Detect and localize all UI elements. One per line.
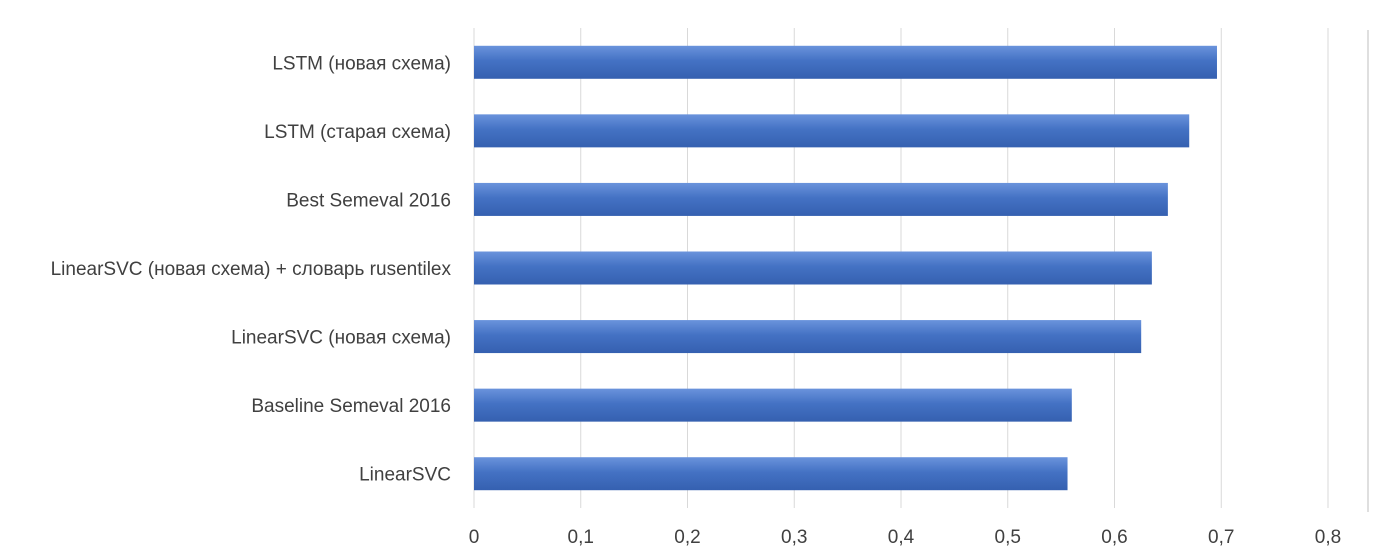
category-label: LinearSVC (новая схема) + словарь rusent…	[51, 259, 452, 280]
bar	[474, 388, 1072, 422]
x-tick-label: 0,5	[995, 527, 1021, 548]
x-tick-layer: 0 0,1 0,2 0,3 0,4 0,5 0,6 0,7 0,8	[469, 527, 1342, 548]
bar	[474, 114, 1190, 148]
x-tick-label: 0,4	[888, 527, 915, 548]
x-tick-label: 0,6	[1101, 527, 1127, 548]
category-label: Baseline Semeval 2016	[251, 396, 451, 417]
category-label-layer: LSTM (новая схема) LSTM (старая схема) Bes…	[51, 53, 452, 485]
category-label: LSTM (новая схема)	[272, 53, 451, 74]
category-label: Best Semeval 2016	[286, 190, 451, 211]
x-tick-label: 0,2	[674, 527, 700, 548]
category-label: LinearSVC (новая схема)	[231, 328, 451, 349]
bar	[474, 320, 1142, 354]
x-tick-label: 0,1	[568, 527, 594, 548]
bar	[474, 251, 1152, 285]
category-label: LinearSVC	[359, 465, 451, 486]
bar-layer	[474, 45, 1217, 491]
x-tick-label: 0,8	[1315, 527, 1341, 548]
x-tick-label: 0,7	[1208, 527, 1234, 548]
bar	[474, 45, 1217, 79]
x-tick-label: 0,3	[781, 527, 807, 548]
x-tick-label: 0	[469, 527, 480, 548]
bar	[474, 457, 1068, 491]
bar	[474, 182, 1168, 216]
category-label: LSTM (старая схема)	[264, 122, 451, 143]
